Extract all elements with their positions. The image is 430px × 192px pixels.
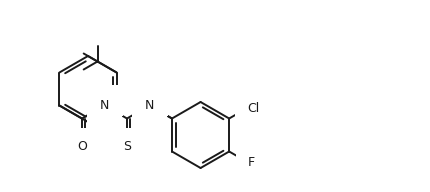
Text: O: O — [77, 140, 87, 153]
Text: H: H — [150, 95, 157, 105]
Text: N: N — [100, 99, 109, 112]
Text: F: F — [248, 156, 255, 169]
Text: Cl: Cl — [248, 102, 260, 115]
Text: S: S — [123, 140, 131, 153]
Text: N: N — [145, 99, 154, 112]
Text: H: H — [104, 95, 112, 105]
